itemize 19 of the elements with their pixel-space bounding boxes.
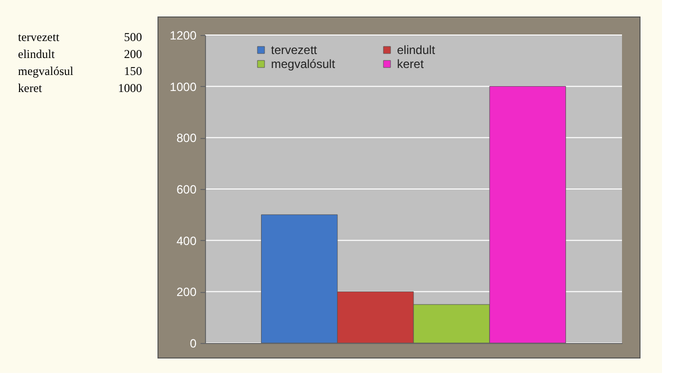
y-tick-label: 200 bbox=[176, 285, 197, 300]
legend-label: keret bbox=[397, 57, 424, 71]
text: 500 bbox=[124, 30, 142, 44]
y-tick-label: 800 bbox=[176, 131, 197, 146]
y-tick-label: 0 bbox=[190, 336, 197, 350]
text: elindult bbox=[18, 47, 56, 61]
legend-label: megvalósult bbox=[271, 57, 336, 71]
y-tick-label: 600 bbox=[176, 182, 197, 196]
y-tick-label: 1000 bbox=[170, 80, 197, 94]
text: tervezett bbox=[18, 30, 60, 44]
legend-label: tervezett bbox=[271, 43, 318, 57]
text: 1000 bbox=[118, 81, 142, 95]
text: 150 bbox=[124, 64, 142, 78]
text: 200 bbox=[124, 47, 142, 61]
text: megvalósul bbox=[18, 64, 74, 78]
y-tick-label: 400 bbox=[176, 234, 197, 248]
y-tick-label: 1200 bbox=[170, 28, 197, 42]
legend-label: elindult bbox=[397, 43, 436, 57]
text: keret bbox=[18, 81, 43, 95]
